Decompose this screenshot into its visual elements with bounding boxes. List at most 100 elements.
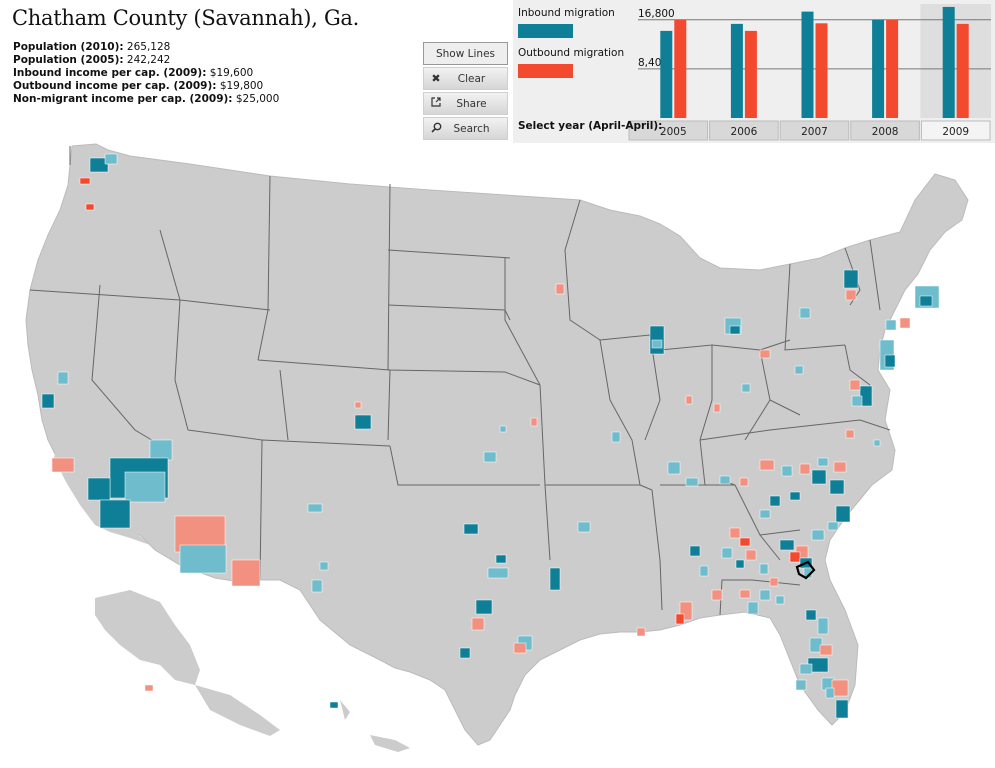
county-shape[interactable] bbox=[713, 403, 721, 413]
inbound-bar[interactable] bbox=[730, 23, 743, 118]
inbound-bar[interactable] bbox=[942, 6, 955, 118]
county-shape[interactable] bbox=[513, 642, 527, 654]
county-shape[interactable] bbox=[739, 477, 749, 487]
county-shape[interactable] bbox=[739, 589, 751, 599]
county-shape[interactable] bbox=[495, 554, 507, 564]
share-button[interactable]: Share bbox=[423, 92, 508, 115]
county-shape[interactable] bbox=[51, 457, 75, 473]
county-shape[interactable] bbox=[711, 589, 723, 601]
outbound-bar[interactable] bbox=[956, 23, 969, 118]
county-shape[interactable] bbox=[851, 395, 863, 407]
county-shape[interactable] bbox=[759, 349, 771, 359]
county-shape[interactable] bbox=[884, 354, 896, 368]
county-shape[interactable] bbox=[729, 325, 741, 335]
county-shape[interactable] bbox=[789, 551, 801, 563]
county-shape[interactable] bbox=[89, 157, 109, 173]
outbound-bar[interactable] bbox=[674, 19, 687, 118]
year-tab-2007[interactable] bbox=[779, 120, 850, 141]
county-shape[interactable] bbox=[475, 599, 493, 615]
county-shape[interactable] bbox=[471, 617, 485, 631]
county-shape[interactable] bbox=[104, 153, 118, 165]
county-shape[interactable] bbox=[833, 461, 847, 473]
county-shape[interactable] bbox=[799, 463, 811, 475]
inbound-bar[interactable] bbox=[660, 30, 673, 119]
inbound-bar[interactable] bbox=[872, 19, 885, 118]
county-shape[interactable] bbox=[885, 319, 897, 331]
county-shape[interactable] bbox=[99, 499, 131, 529]
county-shape[interactable] bbox=[721, 547, 733, 559]
county-shape[interactable] bbox=[231, 559, 261, 587]
county-shape[interactable] bbox=[819, 644, 833, 656]
county-shape[interactable] bbox=[319, 561, 329, 571]
county-shape[interactable] bbox=[179, 544, 227, 574]
county-shape[interactable] bbox=[483, 451, 497, 463]
year-tab-2005[interactable] bbox=[628, 120, 709, 141]
county-shape[interactable] bbox=[769, 495, 781, 507]
county-shape[interactable] bbox=[739, 537, 751, 547]
county-shape[interactable] bbox=[835, 505, 851, 523]
selected-county-outline[interactable] bbox=[795, 560, 816, 580]
county-shape[interactable] bbox=[41, 393, 55, 409]
county-shape[interactable] bbox=[636, 627, 646, 637]
county-shape[interactable] bbox=[689, 545, 701, 557]
county-shape[interactable] bbox=[144, 684, 154, 692]
inbound-bar[interactable] bbox=[801, 11, 814, 119]
county-shape[interactable] bbox=[354, 414, 372, 430]
county-shape[interactable] bbox=[759, 563, 769, 575]
county-shape[interactable] bbox=[685, 477, 699, 487]
search-button[interactable]: Search bbox=[423, 117, 508, 140]
county-shape[interactable] bbox=[769, 577, 779, 587]
county-shape[interactable] bbox=[549, 567, 561, 591]
county-shape[interactable] bbox=[835, 699, 849, 719]
year-tab-2009[interactable] bbox=[920, 120, 991, 141]
county-shape[interactable] bbox=[667, 461, 681, 475]
county-shape[interactable] bbox=[845, 289, 857, 301]
county-shape[interactable] bbox=[817, 457, 829, 467]
county-shape[interactable] bbox=[779, 539, 795, 551]
county-shape[interactable] bbox=[577, 521, 591, 533]
county-shape[interactable] bbox=[735, 559, 745, 569]
county-shape[interactable] bbox=[555, 283, 565, 295]
county-shape[interactable] bbox=[530, 417, 538, 427]
county-shape[interactable] bbox=[685, 395, 693, 405]
county-shape[interactable] bbox=[611, 431, 621, 443]
county-shape[interactable] bbox=[919, 295, 933, 307]
county-shape[interactable] bbox=[799, 663, 813, 675]
county-shape[interactable] bbox=[811, 469, 827, 485]
county-shape[interactable] bbox=[759, 589, 771, 601]
us-county-map[interactable] bbox=[0, 140, 995, 768]
county-shape[interactable] bbox=[873, 439, 881, 447]
county-shape[interactable] bbox=[354, 401, 362, 409]
county-shape[interactable] bbox=[329, 701, 339, 709]
outbound-bar[interactable] bbox=[744, 30, 757, 119]
county-shape[interactable] bbox=[311, 579, 323, 593]
county-shape[interactable] bbox=[729, 527, 741, 539]
county-shape[interactable] bbox=[825, 687, 835, 699]
county-shape[interactable] bbox=[741, 383, 751, 393]
outbound-bar[interactable] bbox=[886, 19, 899, 118]
county-shape[interactable] bbox=[459, 647, 471, 659]
county-shape[interactable] bbox=[831, 679, 849, 697]
show-lines-button[interactable]: Show Lines bbox=[423, 42, 508, 65]
county-shape[interactable] bbox=[827, 521, 839, 531]
county-shape[interactable] bbox=[675, 613, 685, 625]
county-shape[interactable] bbox=[85, 203, 95, 211]
outbound-bar[interactable] bbox=[815, 23, 828, 119]
county-shape[interactable] bbox=[79, 177, 91, 185]
county-shape[interactable] bbox=[849, 379, 861, 391]
county-shape[interactable] bbox=[149, 439, 173, 461]
county-shape[interactable] bbox=[789, 491, 801, 501]
year-tab-2006[interactable] bbox=[709, 120, 779, 141]
county-shape[interactable] bbox=[829, 479, 845, 495]
county-shape[interactable] bbox=[811, 529, 825, 541]
county-shape[interactable] bbox=[651, 339, 663, 349]
county-shape[interactable] bbox=[463, 523, 479, 535]
county-shape[interactable] bbox=[775, 595, 785, 605]
county-shape[interactable] bbox=[781, 465, 793, 477]
county-shape[interactable] bbox=[845, 429, 855, 439]
county-shape[interactable] bbox=[87, 477, 111, 501]
county-shape[interactable] bbox=[307, 503, 323, 513]
county-shape[interactable] bbox=[817, 617, 829, 635]
county-shape[interactable] bbox=[487, 567, 509, 579]
county-shape[interactable] bbox=[719, 475, 731, 485]
